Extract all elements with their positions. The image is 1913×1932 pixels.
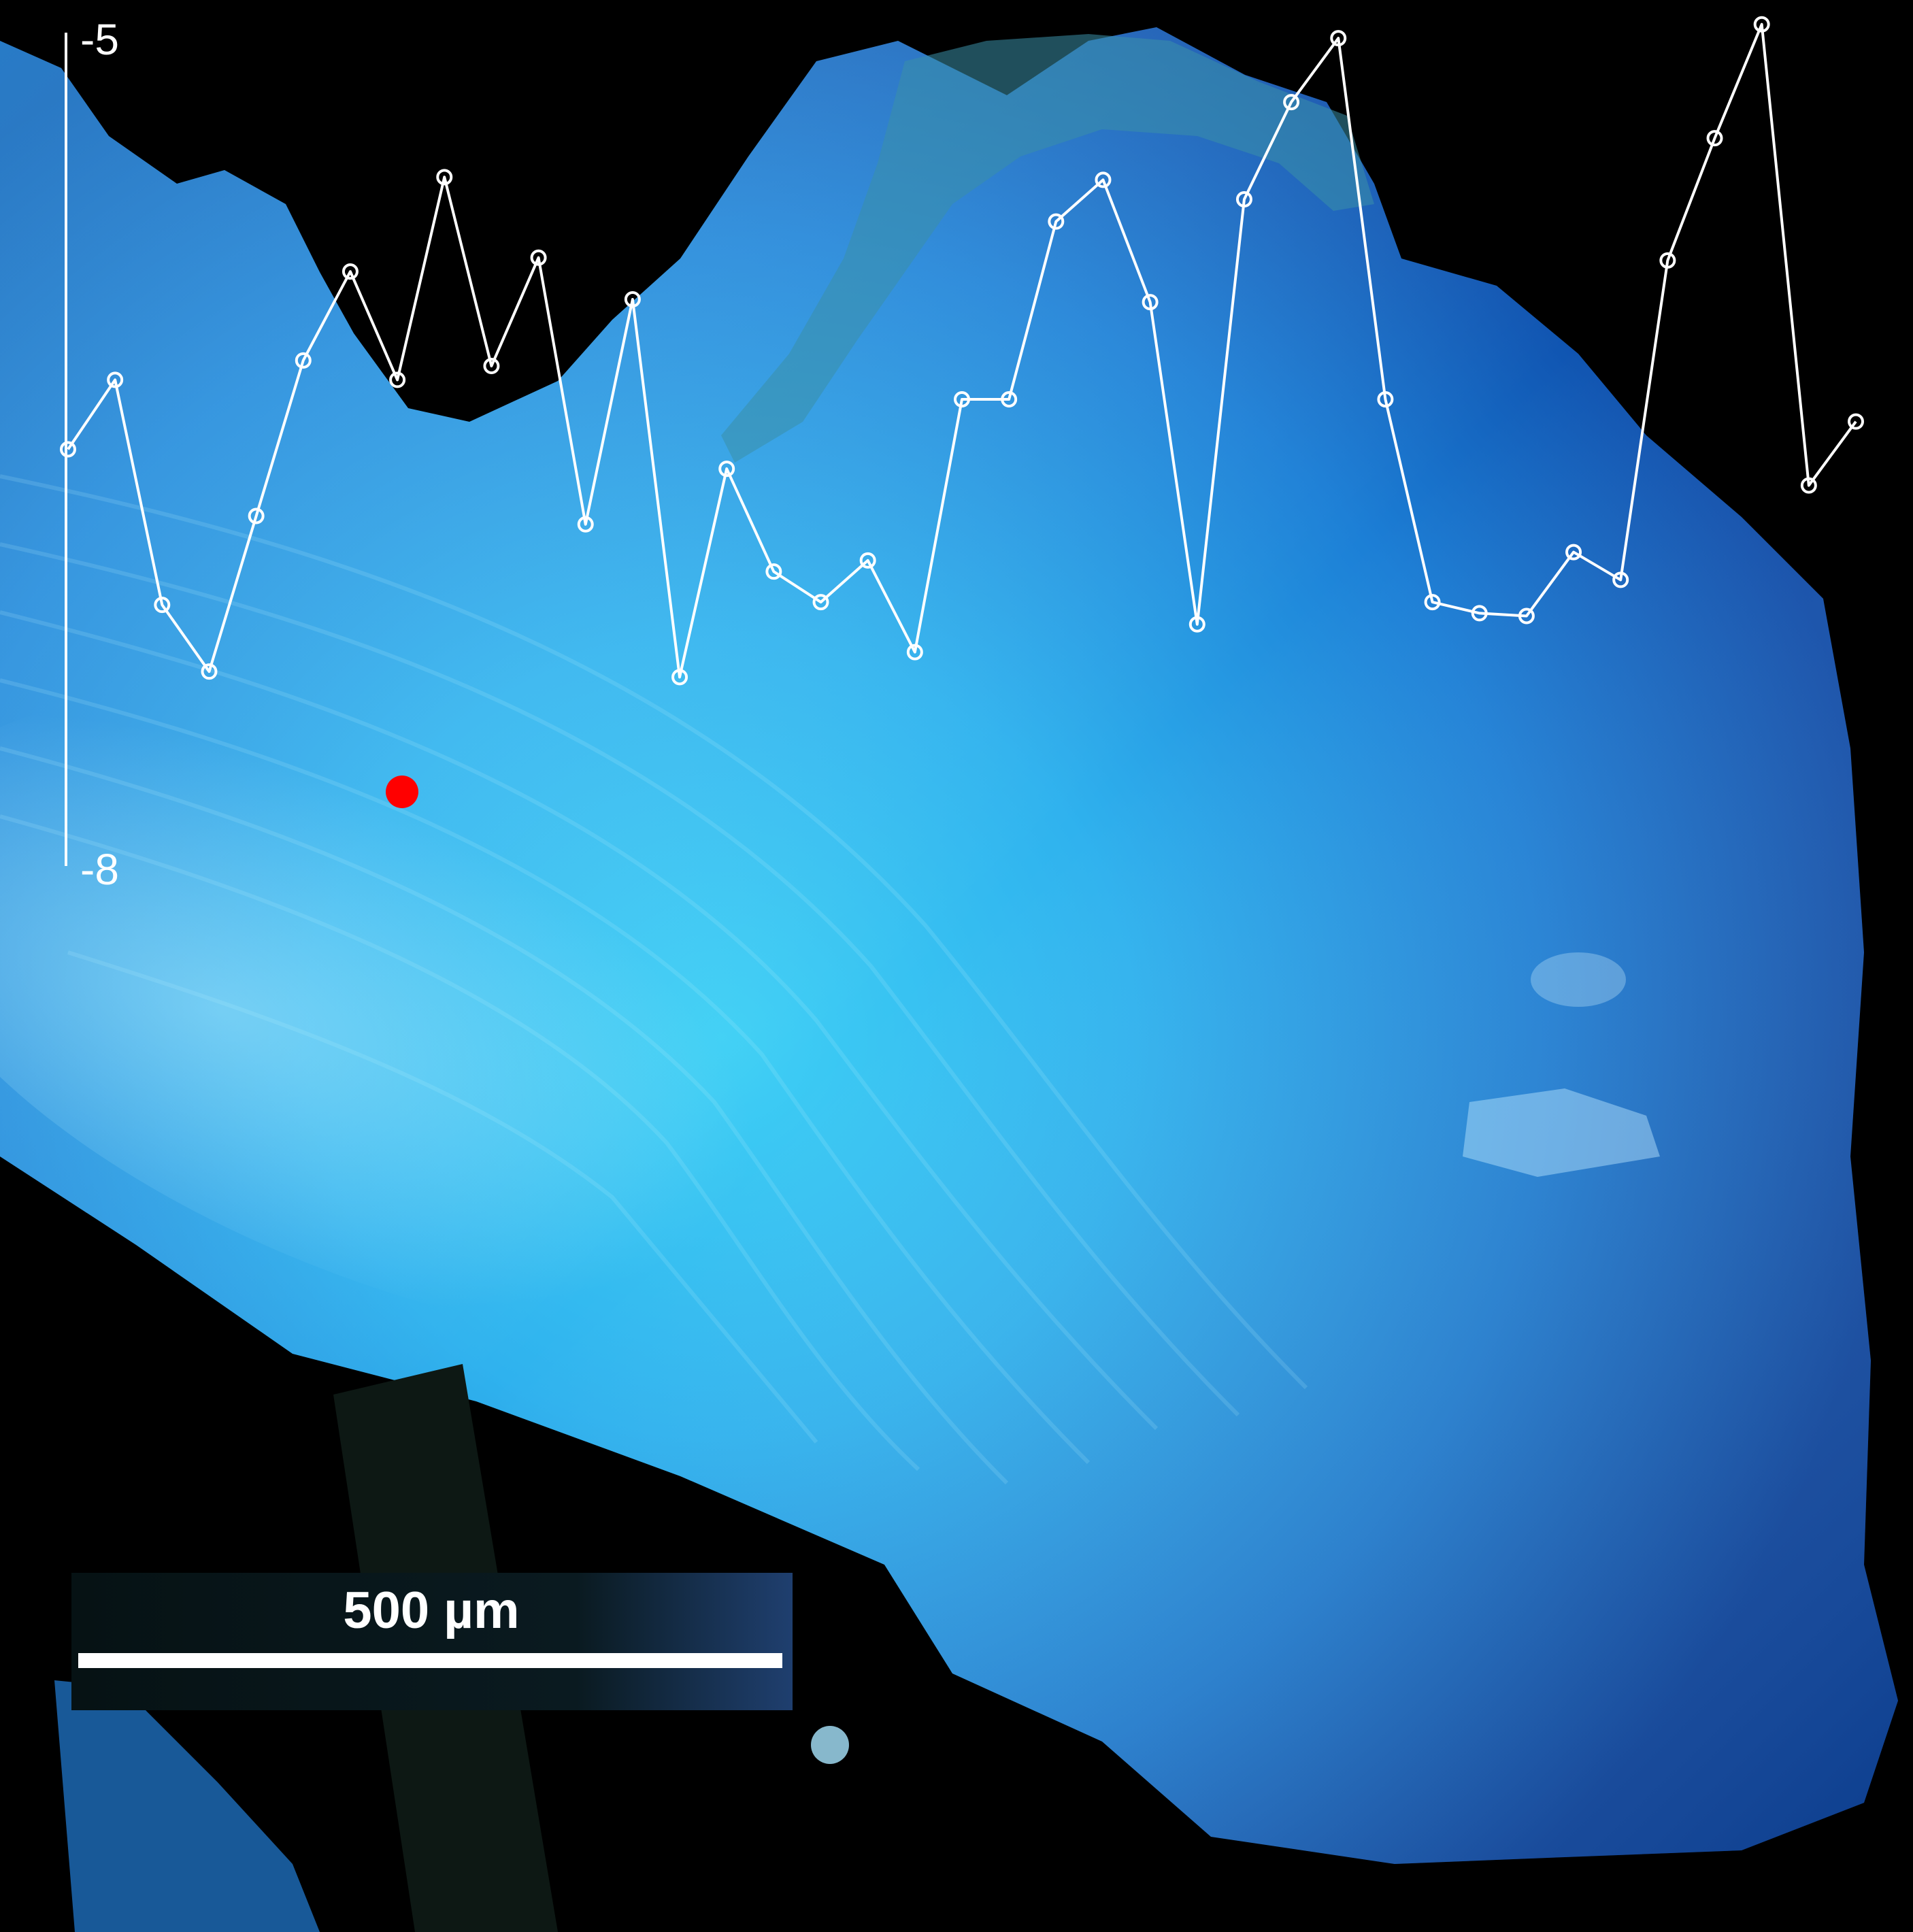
profile-point — [1659, 252, 1676, 269]
profile-point — [812, 594, 829, 611]
scalebar-line — [78, 1653, 782, 1668]
y-axis-min-label: -8 — [80, 845, 119, 894]
profile-point — [248, 507, 265, 524]
profile-point — [1471, 605, 1488, 622]
profile-series — [60, 16, 1864, 686]
profile-point — [718, 461, 735, 478]
profile-point — [1848, 413, 1864, 430]
profile-point — [1612, 571, 1629, 588]
profile-point — [1142, 294, 1159, 311]
y-axis-max-label: -5 — [80, 15, 119, 64]
profile-point — [201, 663, 218, 680]
profile-point — [1235, 191, 1252, 207]
profile-point — [1424, 594, 1441, 611]
profile-point — [60, 441, 76, 458]
profile-point — [859, 552, 876, 569]
growth-bands — [0, 474, 1308, 1485]
profile-point — [342, 263, 359, 280]
profile-point — [1001, 391, 1018, 407]
profile-point — [765, 563, 782, 580]
profile-point — [906, 644, 923, 661]
scalebar-panel — [71, 1573, 793, 1710]
scalebar-label: 500 µm — [343, 1582, 520, 1639]
profile-point — [1706, 130, 1723, 147]
profile-point — [154, 597, 171, 614]
profile-point — [530, 249, 547, 266]
profile-point — [1330, 30, 1347, 47]
profile-point — [107, 371, 124, 388]
profile-point — [483, 358, 500, 374]
profile-point — [624, 291, 641, 307]
profile-point — [389, 371, 406, 388]
profile-point — [577, 516, 594, 533]
profile-point — [1518, 607, 1535, 624]
profile-point — [1048, 213, 1065, 230]
profile-point — [954, 391, 970, 407]
profile-point — [295, 352, 312, 369]
profile-point — [1377, 391, 1394, 407]
profile-point — [1283, 94, 1300, 111]
profile-point — [1188, 616, 1205, 633]
profile-line — [67, 22, 1857, 679]
profile-point — [1095, 171, 1112, 188]
profile-point — [436, 169, 453, 186]
profile-point — [1753, 16, 1770, 33]
profile-point — [1565, 544, 1582, 561]
profile-point — [671, 669, 688, 686]
profile-point — [1800, 477, 1817, 494]
red-marker-dot — [386, 776, 418, 808]
